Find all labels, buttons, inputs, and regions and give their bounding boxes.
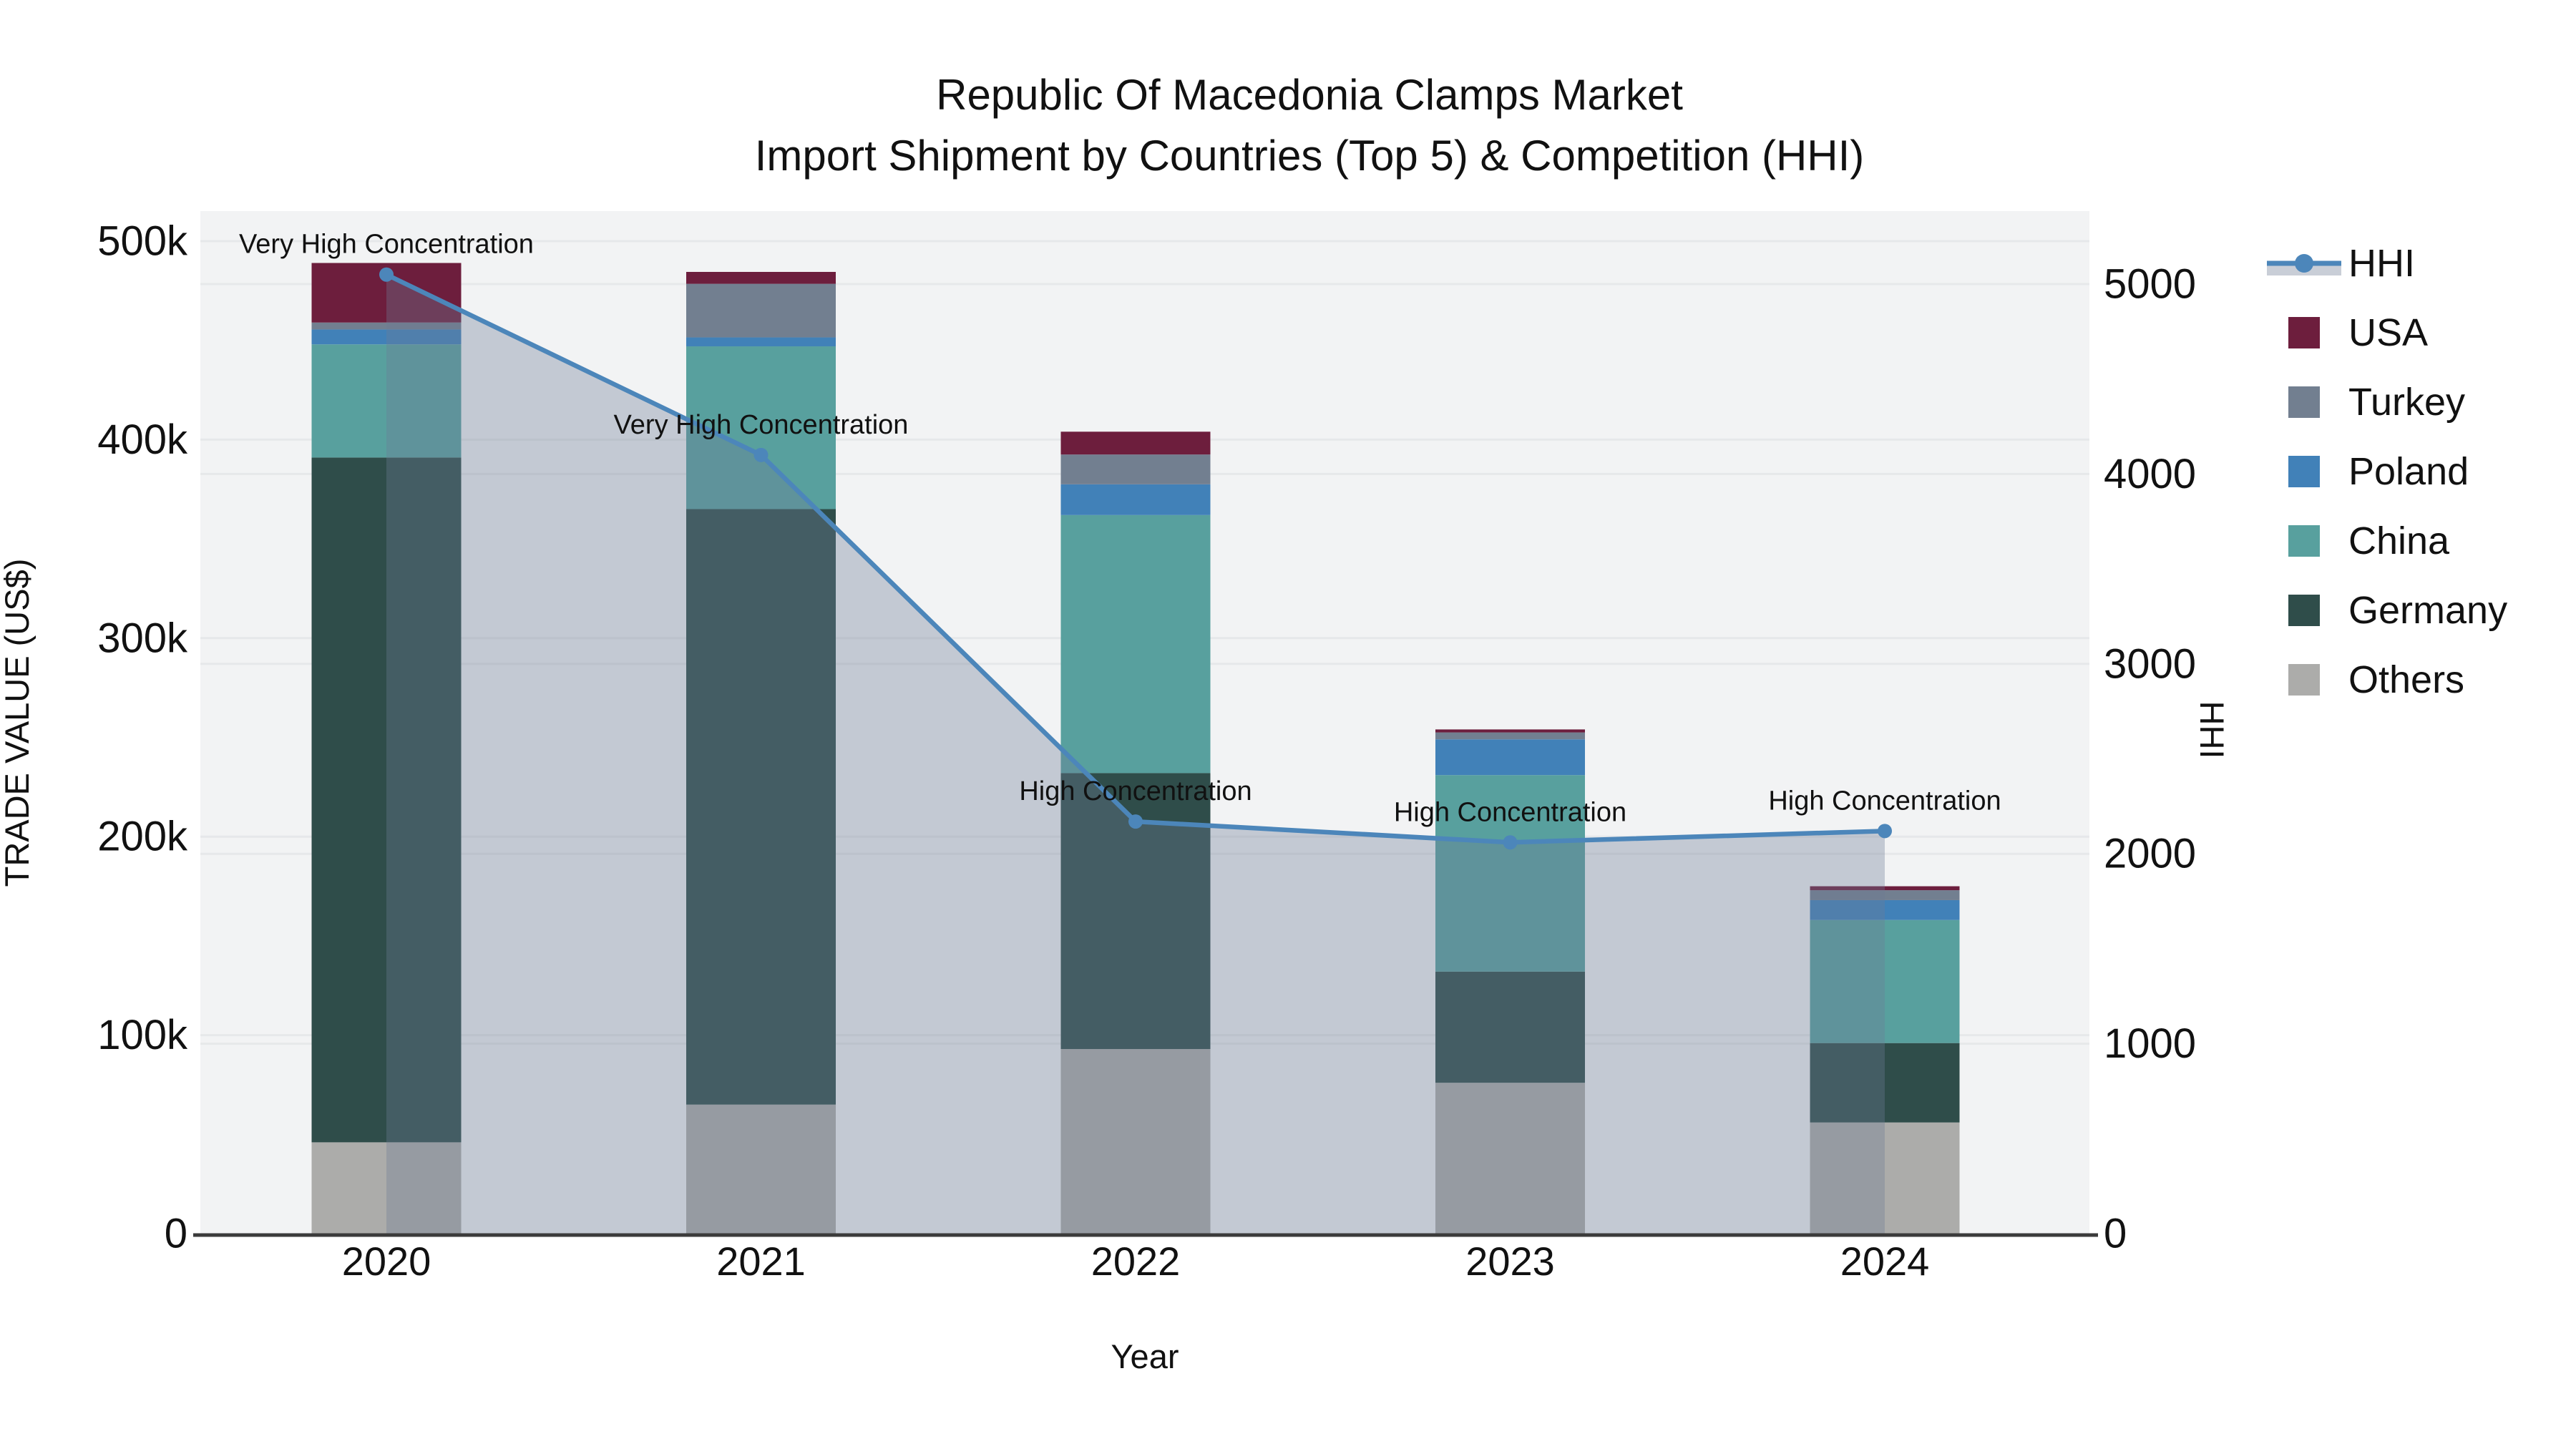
legend-swatch-turkey	[2288, 386, 2320, 418]
bar-segment-poland-2021	[686, 337, 836, 347]
bar-segment-others-2021	[686, 1104, 836, 1234]
legend-swatch-germany	[2288, 595, 2320, 626]
bar-segment-turkey-2024	[1810, 890, 1960, 900]
annotation-2024: High Concentration	[1768, 786, 2001, 816]
annotations-layer: Very High Concentration Very High Concent…	[239, 230, 2001, 828]
legend-item-usa[interactable]: USA	[2288, 311, 2428, 354]
x-tick-2022: 2022	[1091, 1239, 1181, 1284]
bar-segment-turkey-2023	[1435, 732, 1585, 740]
y-right-tick-2000: 2000	[2104, 831, 2196, 877]
x-axis-title: Year	[1111, 1337, 1179, 1375]
hhi-area-layer	[386, 274, 1885, 1234]
bar-segment-others-2020	[311, 1142, 462, 1234]
y-right-tick-1000: 1000	[2104, 1020, 2196, 1067]
annotation-2023: High Concentration	[1394, 797, 1626, 827]
annotation-2021: Very High Concentration	[614, 410, 909, 440]
y-right-tick-4000: 4000	[2104, 451, 2196, 497]
bar-segment-poland-2024	[1810, 899, 1960, 920]
bar-segment-germany-2024	[1810, 1043, 1960, 1123]
legend-item-turkey[interactable]: Turkey	[2288, 381, 2465, 424]
legend-item-hhi[interactable]: HHI	[2267, 242, 2415, 285]
y-right-tick-0: 0	[2104, 1211, 2127, 1257]
legend-label-others: Others	[2348, 658, 2464, 701]
y-left-tick-100k: 100k	[97, 1012, 188, 1058]
bar-segment-china-2023	[1435, 775, 1585, 972]
bar-segment-usa-2022	[1060, 431, 1211, 455]
bar-segment-poland-2023	[1435, 739, 1585, 776]
legend-item-others[interactable]: Others	[2288, 658, 2464, 701]
legend-label-hhi: HHI	[2348, 242, 2415, 285]
legend-swatch-poland	[2288, 456, 2320, 487]
annotation-2020: Very High Concentration	[239, 230, 534, 260]
bar-segment-others-2024	[1810, 1122, 1960, 1234]
bar-segment-china-2020	[311, 344, 462, 458]
x-tick-2020: 2020	[342, 1239, 431, 1284]
bar-segment-germany-2020	[311, 457, 462, 1143]
bar-segment-germany-2021	[686, 509, 836, 1105]
bar-segment-china-2021	[686, 346, 836, 509]
bar-segment-others-2022	[1060, 1049, 1211, 1234]
legend-hhi-marker-swatch	[2295, 254, 2313, 273]
hhi-marker-2022	[1128, 814, 1143, 829]
x-tick-2023: 2023	[1465, 1239, 1555, 1284]
legend-swatch-others	[2288, 664, 2320, 696]
y-left-tick-200k: 200k	[97, 814, 188, 860]
axes-layer: 0 100k 200k 300k 400k 500k 0 1000 2000 3000 4000 50…	[97, 218, 2196, 1284]
hhi-area-fill	[386, 274, 1885, 1234]
bar-segment-china-2024	[1810, 919, 1960, 1043]
hhi-marker-2024	[1878, 824, 1892, 839]
hhi-line-layer	[379, 267, 1892, 850]
bar-segment-usa-2023	[1435, 729, 1585, 733]
legend-label-germany: Germany	[2348, 589, 2507, 632]
bar-segment-others-2023	[1435, 1083, 1585, 1234]
bar-segment-poland-2020	[311, 329, 462, 345]
legend-item-poland[interactable]: Poland	[2288, 450, 2469, 493]
hhi-marker-2020	[379, 267, 394, 282]
legend: HHI USA Turkey Poland China Germany Others	[2267, 242, 2507, 701]
y-left-tick-500k: 500k	[97, 218, 188, 265]
bar-segment-germany-2023	[1435, 971, 1585, 1083]
bar-segment-usa-2021	[686, 271, 836, 284]
hhi-marker-2021	[753, 447, 769, 462]
legend-label-china: China	[2348, 519, 2450, 562]
bars-layer	[311, 263, 1960, 1234]
bar-segment-usa-2024	[1810, 886, 1960, 891]
x-tick-2024: 2024	[1840, 1239, 1930, 1284]
hhi-marker-2023	[1503, 835, 1518, 850]
legend-swatch-china	[2288, 525, 2320, 557]
legend-label-usa: USA	[2348, 311, 2428, 354]
bar-segment-poland-2022	[1060, 484, 1211, 515]
y-left-tick-300k: 300k	[97, 615, 188, 661]
y-left-tick-0: 0	[165, 1211, 187, 1257]
y-left-axis-title: TRADE VALUE (US$)	[0, 559, 36, 887]
y-right-axis-title: HHI	[2193, 701, 2231, 759]
legend-label-turkey: Turkey	[2348, 381, 2465, 424]
chart-title-line1: Republic Of Macedonia Clamps Market	[936, 71, 1683, 119]
bar-segment-turkey-2020	[311, 322, 462, 330]
legend-label-poland: Poland	[2348, 450, 2469, 493]
legend-item-germany[interactable]: Germany	[2288, 589, 2507, 632]
bar-segment-china-2022	[1060, 514, 1211, 774]
chart-title-line2: Import Shipment by Countries (Top 5) & C…	[755, 132, 1865, 180]
legend-swatch-usa	[2288, 317, 2320, 348]
bar-segment-turkey-2022	[1060, 454, 1211, 484]
annotation-2022: High Concentration	[1019, 776, 1252, 806]
legend-item-china[interactable]: China	[2288, 519, 2450, 562]
x-tick-2021: 2021	[716, 1239, 806, 1284]
bar-segment-turkey-2021	[686, 283, 836, 338]
y-right-tick-5000: 5000	[2104, 261, 2196, 308]
y-left-tick-400k: 400k	[97, 416, 188, 463]
y-right-tick-3000: 3000	[2104, 640, 2196, 687]
